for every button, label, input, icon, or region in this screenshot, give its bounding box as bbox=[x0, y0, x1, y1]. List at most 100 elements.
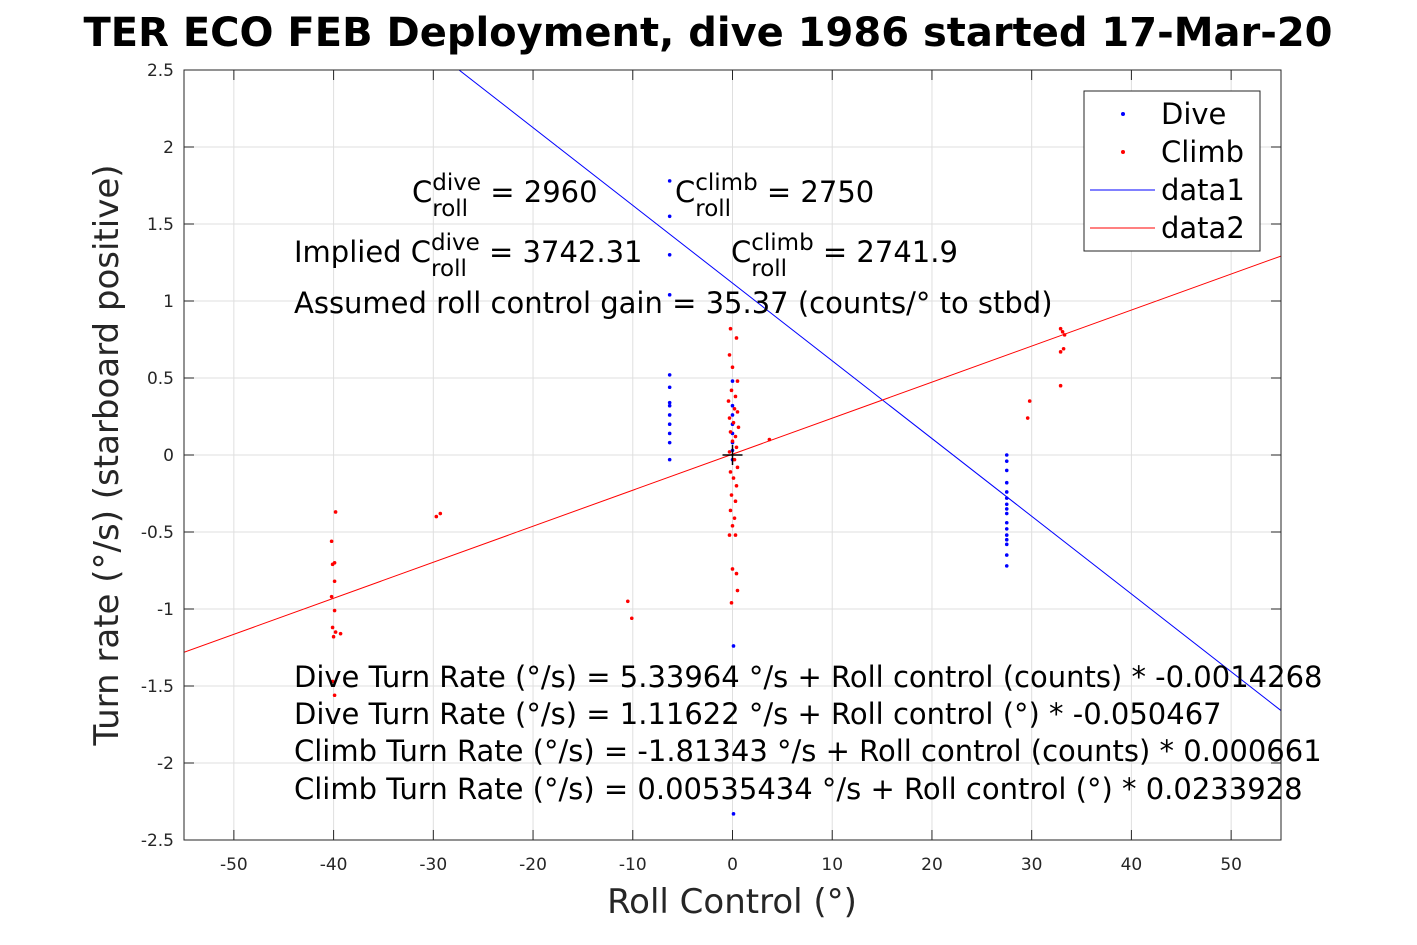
dive-point bbox=[1004, 507, 1009, 511]
dive-point bbox=[1004, 490, 1009, 494]
climb-point bbox=[734, 445, 739, 450]
dive-point bbox=[667, 422, 672, 427]
legend-label: data2 bbox=[1161, 211, 1245, 245]
climb-point bbox=[734, 571, 739, 576]
climb-point bbox=[1025, 416, 1030, 420]
dive-point bbox=[667, 457, 672, 462]
climb-point bbox=[1058, 383, 1063, 388]
climb-point bbox=[434, 514, 439, 519]
climb-point bbox=[735, 410, 740, 414]
dive-point bbox=[1004, 511, 1009, 516]
climb-point bbox=[735, 588, 740, 593]
annotation-line: Climb Turn Rate (°/s) = 0.00535434 °/s +… bbox=[294, 772, 1303, 806]
x-tick-label: -50 bbox=[220, 855, 248, 875]
legend-marker bbox=[1121, 112, 1125, 116]
climb-point bbox=[332, 608, 337, 613]
climb-point bbox=[726, 399, 731, 403]
y-tick-label: 2 bbox=[163, 138, 174, 158]
climb-point bbox=[332, 579, 337, 584]
x-tick-label: -20 bbox=[519, 855, 547, 875]
dive-point bbox=[1004, 480, 1009, 485]
dive-point bbox=[667, 179, 672, 183]
annotations: Cdive roll = 2960 Cclimb roll = 2750 Implied… bbox=[294, 170, 1322, 806]
y-tick-label: 0 bbox=[163, 446, 174, 466]
climb-point bbox=[1060, 330, 1065, 334]
climb-point bbox=[727, 416, 732, 420]
climb-point bbox=[767, 437, 772, 442]
dive-point bbox=[667, 413, 672, 417]
x-axis-label: Roll Control (°) bbox=[607, 882, 857, 922]
dive-point bbox=[730, 413, 735, 417]
y-tick-label: -1.5 bbox=[141, 677, 174, 697]
climb-point bbox=[730, 524, 735, 528]
climb-point bbox=[730, 365, 735, 370]
climb-point bbox=[734, 336, 739, 340]
climb-point bbox=[1061, 346, 1066, 351]
climb-point bbox=[735, 465, 740, 470]
climb-point bbox=[728, 508, 733, 513]
climb-point bbox=[338, 631, 343, 636]
coef-climb: Cclimb roll = 2750 bbox=[675, 170, 874, 222]
x-tick-label: 0 bbox=[727, 855, 738, 875]
dive-point bbox=[731, 812, 736, 816]
coef-dive: Cdive roll = 2960 bbox=[412, 170, 598, 222]
dive-point bbox=[730, 403, 735, 408]
dive-point bbox=[1004, 527, 1009, 531]
climb-point bbox=[730, 439, 735, 443]
climb-point bbox=[733, 533, 738, 537]
climb-point bbox=[732, 516, 737, 520]
climb-point bbox=[333, 510, 338, 514]
annotation-line: Climb Turn Rate (°/s) = -1.81343 °/s + R… bbox=[294, 734, 1322, 768]
climb-point bbox=[728, 430, 733, 434]
dive-point bbox=[1004, 564, 1009, 568]
x-tick-label: 20 bbox=[921, 855, 943, 875]
legend-label: Dive bbox=[1161, 97, 1226, 131]
dive-point bbox=[1004, 520, 1009, 525]
dive-point bbox=[1004, 502, 1009, 507]
annotation-line: Dive Turn Rate (°/s) = 5.33964 °/s + Rol… bbox=[294, 660, 1322, 694]
legend-label: data1 bbox=[1161, 173, 1245, 207]
dive-point bbox=[667, 440, 672, 445]
climb-point bbox=[1058, 350, 1063, 354]
climb-point bbox=[733, 499, 738, 504]
climb-point bbox=[727, 450, 732, 454]
climb-point bbox=[728, 470, 733, 474]
climb-point bbox=[733, 394, 738, 399]
legend-marker bbox=[1121, 150, 1125, 154]
climb-point bbox=[1062, 333, 1067, 337]
annotation-line: Dive Turn Rate (°/s) = 1.11622 °/s + Rol… bbox=[294, 697, 1222, 731]
climb-point bbox=[731, 420, 736, 425]
x-tick-label: 10 bbox=[821, 855, 843, 875]
legend-label: Climb bbox=[1161, 135, 1244, 169]
climb-point bbox=[729, 601, 734, 605]
implied-coef-climb: Cclimb roll = 2741.9 bbox=[731, 230, 958, 282]
climb-point bbox=[329, 539, 334, 544]
climb-point bbox=[733, 434, 738, 439]
climb-point bbox=[331, 634, 336, 639]
data-points bbox=[329, 179, 1067, 816]
legend: Dive Climb data1 data2 bbox=[1083, 90, 1261, 252]
climb-point bbox=[729, 388, 734, 393]
dive-point bbox=[667, 214, 672, 219]
y-tick-label: -1 bbox=[157, 600, 174, 620]
dive-point bbox=[1004, 496, 1009, 500]
axis-ticks: -50 -40 -30 -20 -10 0 10 20 30 40 50 2.5 2 1.5 1 0.5 0 -0… bbox=[141, 61, 1281, 875]
dive-point bbox=[1004, 553, 1009, 557]
climb-point bbox=[732, 457, 737, 462]
climb-point bbox=[730, 567, 735, 571]
climb-point bbox=[735, 379, 740, 383]
climb-point bbox=[728, 326, 733, 331]
climb-point bbox=[1058, 326, 1063, 331]
climb-point bbox=[330, 679, 335, 684]
climb-point bbox=[438, 511, 443, 516]
dive-point bbox=[667, 253, 672, 257]
y-tick-label: -2.5 bbox=[141, 831, 174, 851]
y-tick-label: -0.5 bbox=[141, 523, 174, 543]
x-tick-label: -10 bbox=[619, 855, 647, 875]
x-tick-label: -40 bbox=[320, 855, 348, 875]
climb-point bbox=[629, 616, 634, 621]
y-tick-label: 1 bbox=[163, 292, 174, 312]
x-tick-label: -30 bbox=[419, 855, 447, 875]
dive-point bbox=[667, 385, 672, 390]
